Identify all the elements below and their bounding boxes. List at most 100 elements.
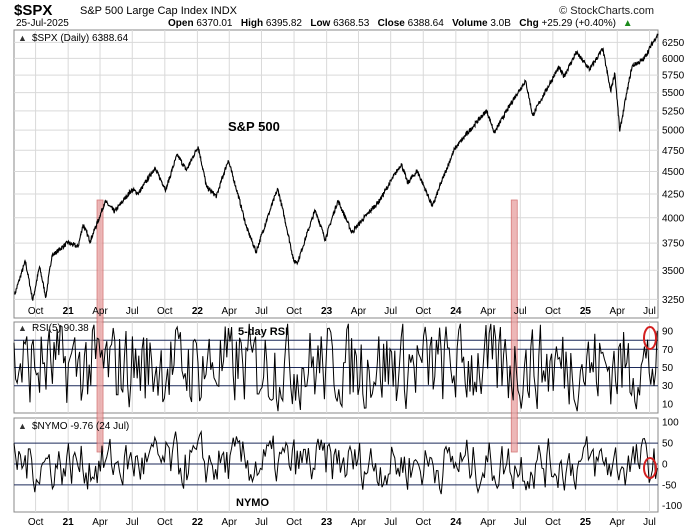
signal-circles: [643, 326, 657, 480]
rsi-series: [13, 323, 658, 412]
x-tick-label-bottom: Jul: [514, 517, 527, 528]
price-y-tick-label: 5000: [662, 126, 685, 137]
x-tick-label-top: 23: [321, 306, 333, 317]
x-tick-label-top: Jul: [126, 306, 139, 317]
nymo-y-tick-label: -100: [662, 501, 682, 512]
x-tick-label-top: Apr: [92, 306, 108, 317]
x-tick-label-bottom: Jul: [384, 517, 397, 528]
rsi-y-tick-label: 30: [662, 381, 674, 392]
nymo-frame: [13, 417, 659, 513]
price-y-tick-label: 5250: [662, 106, 685, 117]
x-tick-label-bottom: Oct: [545, 517, 561, 528]
price-y-tick-label: 6000: [662, 54, 685, 65]
x-tick-label-bottom: 21: [63, 517, 75, 528]
rsi-signal-circle: [643, 326, 657, 351]
volume-value: 3.0B: [490, 18, 511, 29]
symbol-description: S&P 500 Large Cap Index INDX: [80, 5, 237, 17]
open-label: Open: [168, 18, 194, 29]
nymo-y-tick-label: -50: [662, 480, 677, 491]
rsi-y-tick-label: 10: [662, 399, 674, 410]
brand-watermark: © StockCharts.com: [559, 5, 654, 17]
exchange: INDX: [210, 5, 237, 17]
nymo-legend: $NYMO -9.76 (24 Jul): [32, 421, 129, 432]
high-value: 6395.82: [265, 18, 302, 29]
rsi-line: [13, 323, 658, 412]
price-y-tick-label: 5750: [662, 71, 685, 82]
x-tick-label-bottom: Oct: [28, 517, 44, 528]
price-y-tick-label: 5500: [662, 88, 685, 99]
price-panel-icon: ▲: [18, 33, 27, 43]
price-annotation: S&P 500: [228, 119, 280, 134]
x-tick-label-bottom: Apr: [610, 517, 626, 528]
x-tick-label-bottom: Oct: [415, 517, 431, 528]
x-tick-label-top: Jul: [514, 306, 527, 317]
quote-line: Open 6370.01 High 6395.82 Low 6368.53 Cl…: [168, 18, 633, 29]
highlight-band: [510, 199, 518, 453]
price-y-tick-label: 3750: [662, 239, 685, 250]
price-legend: $SPX (Daily) 6388.64: [32, 33, 129, 44]
close-label: Close: [377, 18, 405, 29]
x-tick-label-bottom: Jul: [255, 517, 268, 528]
rsi-y-tick-label: 70: [662, 345, 674, 356]
x-tick-label-bottom: 22: [192, 517, 204, 528]
y-axis-ticks: 3250 3500 3750 4000 4250 4500 4750 5000 5250 5500…: [662, 38, 685, 512]
x-tick-label-top: Jul: [384, 306, 397, 317]
chg-value: +25.29 (+0.40%): [541, 18, 616, 29]
price-y-tick-label: 4000: [662, 213, 685, 224]
rsi-y-tick-label: 90: [662, 327, 674, 338]
chart-header: $SPX S&P 500 Large Cap Index INDX 25-Jul…: [0, 0, 700, 30]
nymo-y-tick-label: 0: [662, 459, 668, 470]
x-tick-label-top: Oct: [415, 306, 431, 317]
x-tick-label-top: 24: [450, 306, 462, 317]
x-axis-ticks: Oct Oct 21 21 Apr Apr Jul Jul Oct Oct 22 22 Apr Apr Ju…: [28, 306, 656, 528]
x-tick-label-bottom: Apr: [92, 517, 108, 528]
index-name: S&P 500 Large Cap Index: [80, 5, 208, 17]
x-tick-label-bottom: Apr: [480, 517, 496, 528]
rsi-annotation: 5-day RSI: [238, 326, 288, 338]
nymo-y-tick-label: 50: [662, 439, 674, 450]
x-tick-label-top: Apr: [351, 306, 367, 317]
price-series: [14, 33, 659, 301]
x-tick-label-bottom: Apr: [221, 517, 237, 528]
nymo-series: [13, 429, 658, 495]
x-tick-label-top: 21: [63, 306, 75, 317]
chart-labels: $SPX (Daily) 6388.64 S&P 500 RSI(5) 90.3…: [18, 33, 288, 509]
volume-label: Volume: [452, 18, 488, 29]
rsi-y-tick-label: 50: [662, 363, 674, 374]
x-tick-label-top: Oct: [28, 306, 44, 317]
price-y-tick-label: 4500: [662, 167, 685, 178]
symbol: $SPX: [14, 2, 53, 19]
rsi-panel-icon: ▲: [18, 323, 27, 333]
x-tick-label-top: Jul: [643, 306, 656, 317]
nymo-signal-circle: [643, 457, 657, 480]
panel-frames: [13, 29, 659, 513]
close-value: 6388.64: [407, 18, 444, 29]
price-y-tick-label: 4750: [662, 146, 685, 157]
triangle-up-icon: ▲: [622, 18, 633, 29]
rsi-legend: RSI(5) 90.38: [32, 323, 89, 334]
x-tick-label-bottom: 23: [321, 517, 333, 528]
price-frame: [13, 29, 659, 319]
x-tick-label-top: Apr: [480, 306, 496, 317]
x-tick-label-top: 25: [580, 306, 592, 317]
chg-label: Chg: [519, 18, 539, 29]
open-value: 6370.01: [196, 18, 233, 29]
x-tick-label-top: Jul: [255, 306, 268, 317]
nymo-annotation: NYMO: [236, 497, 269, 509]
nymo-y-tick-label: 100: [662, 418, 679, 429]
price-y-tick-label: 4250: [662, 189, 685, 200]
low-value: 6368.53: [333, 18, 370, 29]
x-tick-label-top: Oct: [545, 306, 561, 317]
price-y-tick-label: 3500: [662, 266, 685, 277]
price-y-tick-label: 3250: [662, 295, 685, 306]
low-label: Low: [310, 18, 331, 29]
grid-lines: [14, 30, 658, 512]
nymo-panel-icon: ▲: [18, 421, 27, 431]
highlight-bands: [96, 199, 518, 453]
quote-date: 25-Jul-2025: [16, 18, 69, 29]
x-tick-label-bottom: 24: [450, 517, 462, 528]
high-label: High: [240, 18, 264, 29]
x-tick-label-bottom: Jul: [643, 517, 656, 528]
x-tick-label-bottom: 25: [580, 517, 592, 528]
